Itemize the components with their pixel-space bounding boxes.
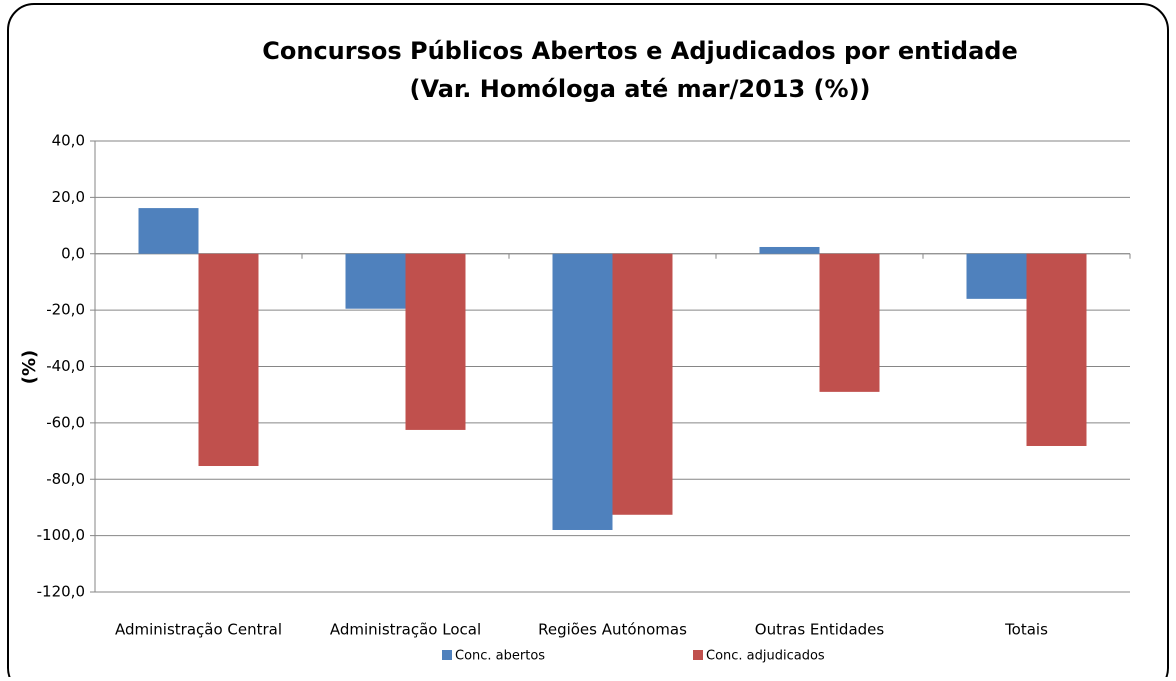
legend-label: Conc. abertos (455, 649, 545, 664)
chart-subtitle: (Var. Homóloga até mar/2013 (%)) (409, 75, 870, 103)
x-tick-label: Administração Local (330, 621, 481, 639)
bar (405, 253, 466, 430)
bar (198, 253, 259, 467)
y-axis-label: (%) (19, 350, 40, 385)
y-tick-label: 0,0 (61, 244, 85, 262)
legend-label: Conc. adjudicados (706, 649, 825, 664)
x-tick-label: Regiões Autónomas (538, 621, 687, 639)
legend-swatch (442, 650, 452, 660)
y-tick-label: -40,0 (46, 357, 85, 375)
y-tick-label: 40,0 (52, 132, 85, 150)
y-tick-label: -100,0 (37, 526, 85, 544)
x-tick-label: Administração Central (115, 621, 282, 639)
x-tick-label: Totais (1004, 621, 1048, 639)
bar (819, 253, 880, 392)
y-tick-label: -20,0 (46, 301, 85, 319)
bar (138, 208, 199, 254)
legend-swatch (693, 650, 703, 660)
bar (552, 253, 613, 530)
chart-title: Concursos Públicos Abertos e Adjudicados… (262, 37, 1017, 65)
y-tick-label: -120,0 (37, 583, 85, 601)
bar (612, 253, 673, 515)
bar (1026, 253, 1087, 446)
x-tick-label: Outras Entidades (755, 621, 885, 639)
y-tick-label: -60,0 (46, 413, 85, 431)
bar (759, 246, 820, 254)
y-tick-label: -80,0 (46, 470, 85, 488)
bar (345, 253, 406, 309)
y-tick-label: 20,0 (52, 188, 85, 206)
bar (966, 253, 1027, 299)
